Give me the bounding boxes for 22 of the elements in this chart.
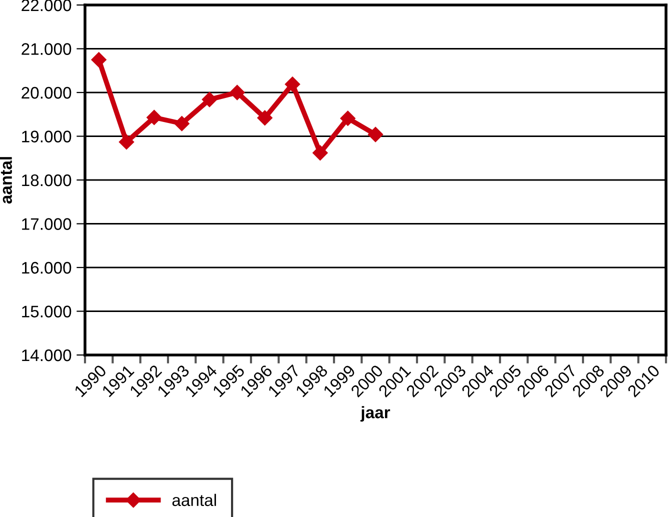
point	[174, 116, 190, 132]
y-tick-label: 19.000	[22, 130, 72, 142]
point	[146, 110, 162, 126]
point	[202, 92, 218, 108]
y-tick-label: 21.000	[22, 43, 72, 55]
point	[91, 52, 106, 68]
legend-label: aantal	[172, 494, 216, 506]
y-tick-label: 16.000	[22, 262, 72, 274]
x-axis-title: jaar	[360, 406, 390, 422]
point	[312, 145, 328, 160]
y-tick-label: 14.000	[22, 349, 72, 362]
y-tick-label: 18.000	[22, 174, 72, 186]
point	[284, 76, 300, 92]
y-tick-label: 15.000	[22, 306, 72, 318]
point	[368, 126, 384, 142]
point	[257, 110, 272, 126]
y-axis-title: aantal	[0, 157, 12, 204]
point	[230, 84, 245, 100]
y-tick-label: 17.000	[22, 218, 72, 230]
point	[340, 110, 356, 126]
y-tick-label: 20.000	[22, 86, 72, 99]
point	[118, 134, 134, 150]
